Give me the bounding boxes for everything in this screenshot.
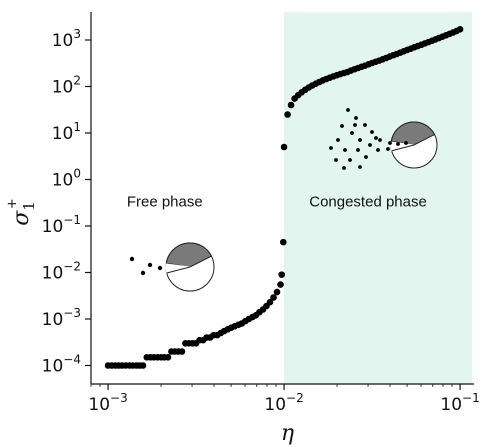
y-tick-label: 10−2 xyxy=(42,259,81,283)
particle xyxy=(343,148,347,152)
region-annotation: Free phase xyxy=(127,194,203,211)
particle xyxy=(140,270,146,276)
y-tick-label: 10−4 xyxy=(42,352,81,376)
particle xyxy=(147,262,153,268)
particle xyxy=(376,148,380,152)
axis-labels: η σ1+ xyxy=(5,198,294,446)
particle xyxy=(356,148,360,152)
particle xyxy=(353,123,357,127)
particle xyxy=(358,165,362,169)
particle xyxy=(354,116,358,120)
particle xyxy=(329,146,333,150)
particle xyxy=(358,138,362,142)
data-point xyxy=(287,101,295,109)
data-point xyxy=(164,354,172,361)
particle xyxy=(378,138,382,142)
x-tick-label: 10−2 xyxy=(264,391,303,415)
data-points xyxy=(104,25,464,369)
particle xyxy=(342,166,346,170)
particle xyxy=(364,155,368,159)
congested-region-shading xyxy=(284,12,473,384)
particle xyxy=(157,265,163,271)
congested-phase-region xyxy=(284,12,473,384)
particle xyxy=(388,141,392,145)
y-tick-label: 100 xyxy=(52,166,81,190)
inset-illustrations xyxy=(129,108,438,292)
y-tick-label: 103 xyxy=(52,27,81,51)
y-tick-label: 102 xyxy=(52,73,81,97)
particle xyxy=(350,131,354,135)
plot-frame xyxy=(90,12,474,385)
data-point xyxy=(273,288,281,296)
y-tick-label: 101 xyxy=(52,120,81,144)
y-tick-label: 10−1 xyxy=(42,213,81,237)
data-point xyxy=(139,362,147,369)
x-axis-ticks: 10−3 10−2 10−1 xyxy=(88,384,480,415)
particle xyxy=(340,124,344,128)
particle xyxy=(374,136,378,140)
x-axis-label: η xyxy=(281,421,294,446)
particle xyxy=(386,147,390,151)
particle xyxy=(348,158,352,162)
data-point xyxy=(284,111,291,118)
y-axis-label: σ1+ xyxy=(5,198,38,225)
particle xyxy=(129,256,135,262)
particle xyxy=(370,130,374,134)
y-tick-label: 10−3 xyxy=(42,306,81,330)
region-annotation: Congested phase xyxy=(309,194,427,211)
particle xyxy=(336,138,340,142)
particle xyxy=(396,142,400,146)
data-point xyxy=(280,143,288,151)
particle xyxy=(368,143,372,147)
particle xyxy=(363,123,367,127)
data-point xyxy=(277,281,284,288)
data-point xyxy=(456,25,464,33)
y-axis-ticks: 10−4 10−3 10−2 10−1 100 101 102 103 xyxy=(42,27,91,376)
x-tick-label: 10−1 xyxy=(440,391,479,415)
particle xyxy=(334,158,338,162)
data-point xyxy=(278,271,286,278)
particle xyxy=(346,108,350,112)
data-point xyxy=(279,238,287,246)
data-point xyxy=(270,294,277,301)
data-point xyxy=(266,298,274,306)
particle-sink-illustration xyxy=(165,242,215,292)
particle-sink-illustration xyxy=(390,121,438,169)
data-point xyxy=(178,348,186,355)
region-annotations: Free phase Congested phase xyxy=(127,194,427,211)
particle xyxy=(404,141,408,145)
x-tick-label: 10−3 xyxy=(88,391,127,415)
